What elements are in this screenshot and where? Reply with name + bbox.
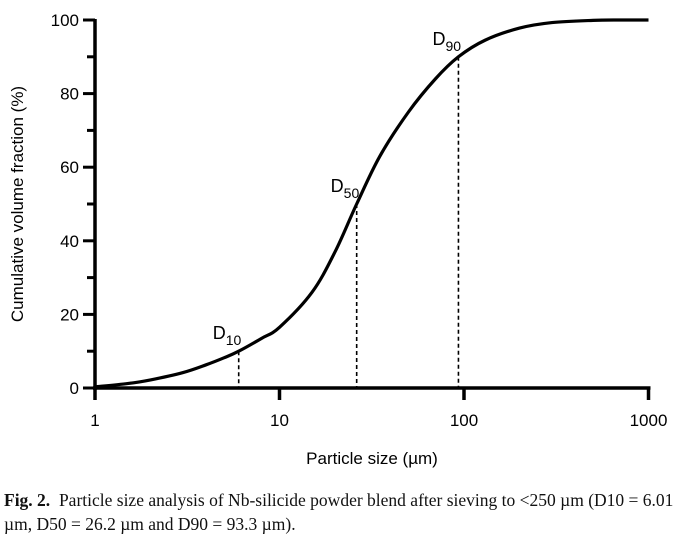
particle-size-chart: 0 20 40 60 80 100 1 10 100 1000 D10 D50 D90 Particl…	[8, 11, 668, 468]
d90-subscript: 90	[445, 38, 461, 54]
d50-label: D50	[331, 176, 360, 201]
axes: 0 20 40 60 80 100 1 10 100 1000	[51, 11, 668, 430]
cumulative-curve	[94, 18, 649, 389]
caption-text: Particle size analysis of Nb-silicide po…	[4, 490, 674, 534]
figure-caption: Fig. 2. Particle size analysis of Nb-sil…	[4, 488, 676, 536]
x-tick-label: 1000	[630, 411, 668, 430]
x-tick-label: 10	[270, 411, 289, 430]
d10-label: D10	[213, 323, 242, 348]
marks: D10 D50 D90	[94, 18, 649, 389]
x-tick-label: 1	[90, 411, 99, 430]
y-axis-label: Cumulative volume fraction (%)	[8, 86, 27, 322]
y-tick-label: 20	[60, 305, 79, 324]
x-axis-label: Particle size (µm)	[306, 449, 438, 468]
y-tick-label: 80	[60, 85, 79, 104]
d10-subscript: 10	[226, 332, 242, 348]
y-tick-label: 100	[51, 11, 79, 30]
d90-label: D90	[432, 29, 461, 54]
y-tick-label: 40	[60, 232, 79, 251]
x-tick-label: 100	[450, 411, 478, 430]
y-tick-label: 60	[60, 158, 79, 177]
y-tick-label: 0	[70, 379, 79, 398]
d50-subscript: 50	[344, 185, 360, 201]
figure-label: Fig. 2.	[4, 490, 51, 510]
